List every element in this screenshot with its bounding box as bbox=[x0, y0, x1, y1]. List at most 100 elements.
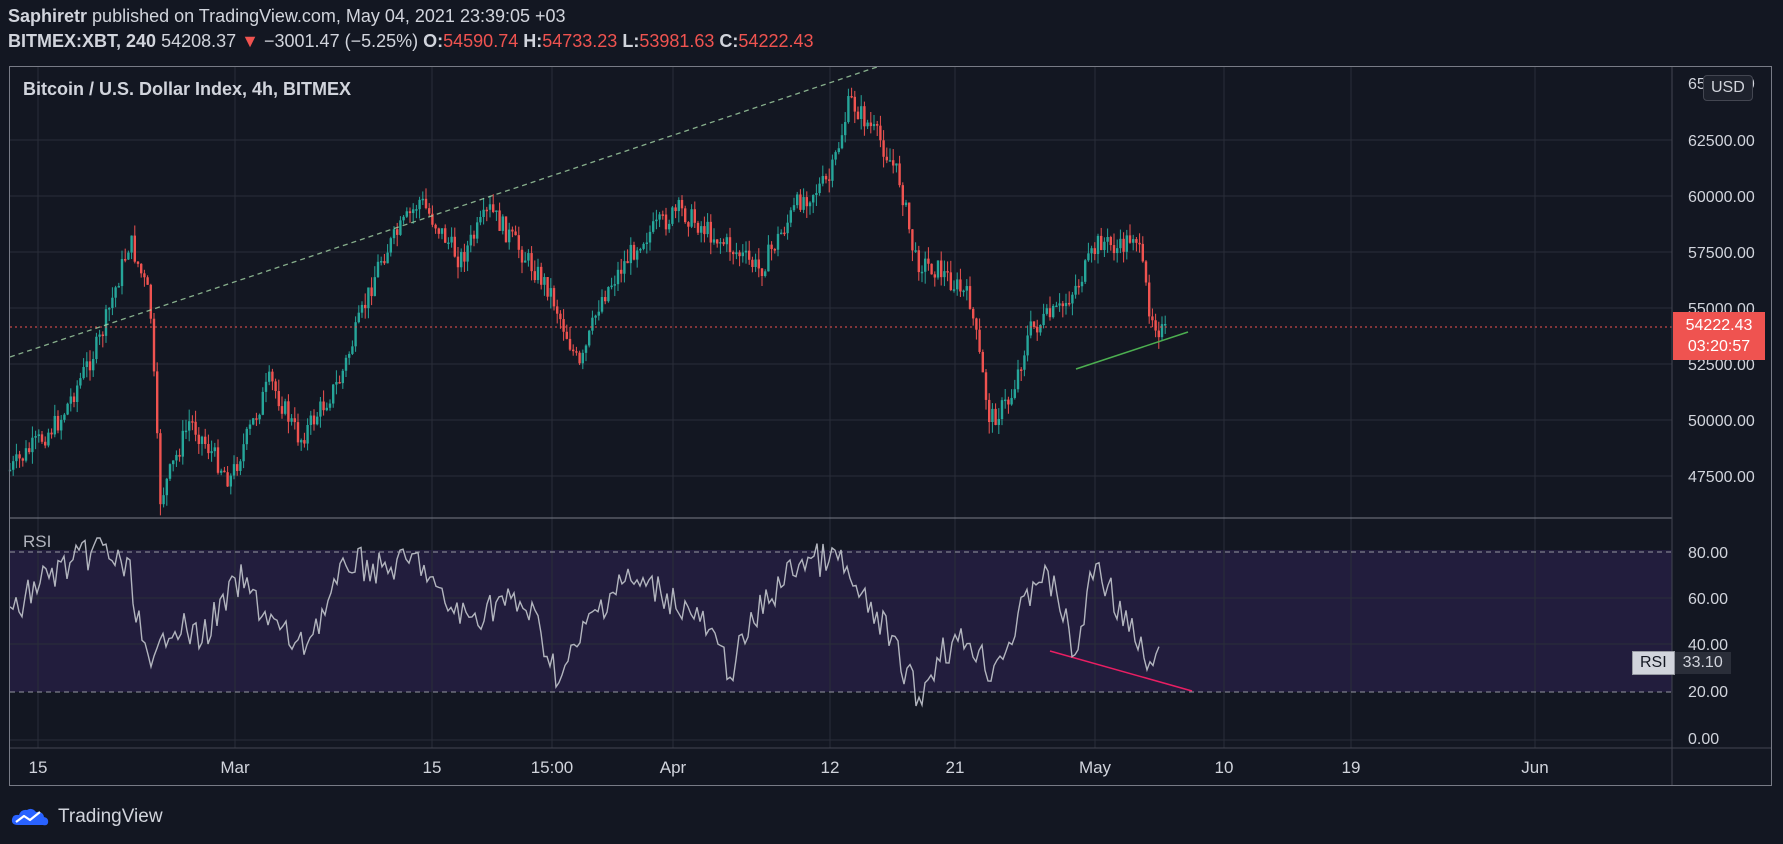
candle-body bbox=[248, 424, 252, 429]
candle-body bbox=[792, 205, 796, 211]
candle-body bbox=[1138, 242, 1141, 245]
candle-body bbox=[786, 222, 789, 234]
candle-body bbox=[482, 209, 485, 217]
candle-body bbox=[664, 214, 668, 230]
candle-body bbox=[959, 279, 962, 292]
candle-body bbox=[1048, 308, 1052, 318]
candle-body bbox=[1084, 260, 1087, 282]
time-tick: 19 bbox=[1342, 758, 1361, 777]
candle-body bbox=[799, 194, 802, 210]
candle-body bbox=[8, 469, 12, 472]
candle-body bbox=[876, 124, 879, 126]
candle-body bbox=[325, 407, 328, 411]
candle-body bbox=[933, 274, 936, 278]
candle-body bbox=[364, 304, 367, 309]
candle-body bbox=[21, 458, 24, 461]
candle-body bbox=[732, 252, 735, 255]
candle-body bbox=[626, 261, 629, 264]
candle-body bbox=[492, 204, 495, 212]
candle-body bbox=[949, 272, 952, 291]
candle-body bbox=[1058, 303, 1061, 306]
rsi-divergence-line[interactable] bbox=[1049, 650, 1193, 692]
candle-body bbox=[741, 252, 744, 257]
candle-body bbox=[722, 242, 725, 245]
candle-body bbox=[703, 226, 706, 235]
candle-body bbox=[1026, 335, 1029, 356]
candle-body bbox=[530, 253, 533, 272]
candle-body bbox=[1068, 302, 1071, 305]
author-name[interactable]: Saphiretr bbox=[8, 6, 88, 26]
candle-body bbox=[892, 160, 895, 166]
candle-body bbox=[236, 464, 239, 471]
candle-body bbox=[1074, 285, 1077, 295]
candle-body bbox=[338, 382, 341, 384]
candle-body bbox=[1000, 400, 1004, 420]
candle-body bbox=[479, 216, 482, 223]
candle-body bbox=[789, 210, 792, 223]
candle-body bbox=[690, 209, 693, 227]
candle-body bbox=[850, 96, 853, 98]
candle-body bbox=[562, 319, 565, 332]
candle-body bbox=[124, 259, 127, 261]
candle-body bbox=[146, 277, 149, 285]
candle-body bbox=[504, 216, 508, 243]
candle-body bbox=[456, 256, 460, 268]
support-trend-line[interactable] bbox=[1075, 331, 1189, 370]
candle-body bbox=[1096, 235, 1100, 254]
candle-body bbox=[421, 198, 424, 201]
currency-button[interactable]: USD bbox=[1703, 75, 1753, 101]
candle-body bbox=[885, 156, 888, 161]
candle-body bbox=[66, 403, 69, 415]
candle-body bbox=[351, 346, 354, 354]
candle-body bbox=[184, 430, 188, 433]
candle-body bbox=[18, 454, 21, 459]
candle-body bbox=[847, 96, 850, 123]
candle-body bbox=[98, 334, 101, 337]
candle-body bbox=[543, 277, 546, 285]
symbol-interval[interactable]: BITMEX:XBT, 240 bbox=[8, 31, 157, 51]
candle-body bbox=[312, 415, 316, 425]
rsi-tick: 20.00 bbox=[1688, 684, 1728, 701]
candle-body bbox=[472, 234, 476, 239]
candle-body bbox=[63, 414, 66, 420]
cloud-logo-icon bbox=[11, 808, 49, 826]
candle-body bbox=[37, 434, 40, 437]
candle-body bbox=[232, 464, 236, 476]
candle-body bbox=[616, 269, 620, 285]
candle-body bbox=[437, 228, 440, 234]
candle-body bbox=[47, 432, 50, 446]
candle-body bbox=[956, 279, 959, 290]
candle-body bbox=[1119, 238, 1122, 249]
candle-body bbox=[376, 261, 380, 278]
candle-body bbox=[194, 421, 197, 435]
candle-body bbox=[143, 273, 146, 278]
candle-body bbox=[130, 235, 133, 253]
rsi-pane-title[interactable]: RSI bbox=[23, 532, 52, 551]
candle-body bbox=[197, 434, 200, 444]
tradingview-logo[interactable]: TradingView bbox=[10, 805, 163, 829]
candle-body bbox=[127, 252, 130, 260]
candle-body bbox=[984, 372, 988, 400]
candle-body bbox=[924, 258, 927, 272]
candle-body bbox=[1045, 308, 1048, 314]
candle-body bbox=[220, 470, 223, 473]
candle-body bbox=[303, 440, 306, 444]
candle-body bbox=[501, 216, 504, 231]
candle-body bbox=[60, 419, 63, 431]
candle-body bbox=[415, 209, 418, 211]
candle-body bbox=[796, 194, 799, 206]
candle-body bbox=[1151, 316, 1154, 321]
candle-body bbox=[536, 266, 540, 281]
candle-body bbox=[101, 334, 104, 337]
candle-body bbox=[728, 237, 732, 253]
candle-body bbox=[133, 235, 136, 262]
candle-body bbox=[95, 336, 98, 360]
candle-body bbox=[972, 308, 975, 319]
candle-body bbox=[671, 207, 674, 224]
chart-title[interactable]: Bitcoin / U.S. Dollar Index, 4h, BITMEX bbox=[23, 79, 352, 99]
candle-body bbox=[818, 183, 821, 194]
candle-body bbox=[296, 422, 300, 443]
candle-body bbox=[389, 238, 392, 253]
candle-body bbox=[1016, 369, 1020, 390]
